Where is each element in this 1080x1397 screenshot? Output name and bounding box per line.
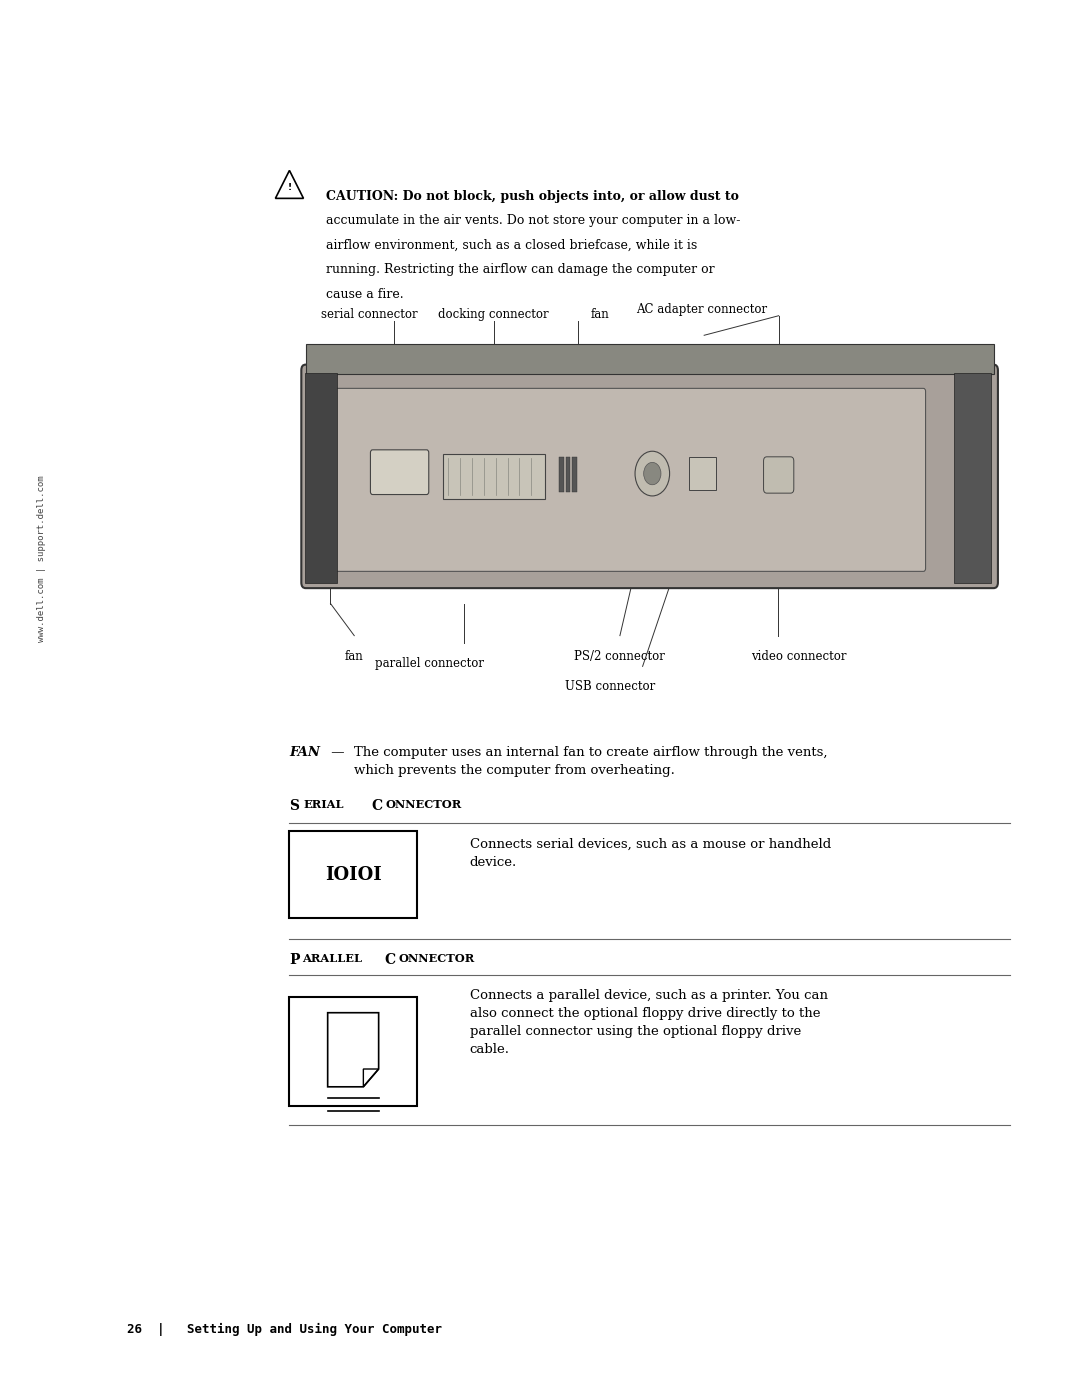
Text: airflow environment, such as a closed briefcase, while it is: airflow environment, such as a closed br… [326, 239, 698, 251]
Text: Connects a parallel device, such as a printer. You can
also connect the optional: Connects a parallel device, such as a pr… [470, 989, 827, 1056]
Bar [954, 373, 991, 583]
Bar [566, 457, 570, 492]
Circle shape [635, 451, 670, 496]
Bar [305, 373, 337, 583]
Text: AC adapter connector: AC adapter connector [636, 303, 767, 316]
Text: USB connector: USB connector [565, 680, 656, 693]
Bar [572, 457, 577, 492]
Text: C: C [384, 953, 395, 967]
Text: ONNECTOR: ONNECTOR [386, 799, 462, 810]
Circle shape [644, 462, 661, 485]
Bar [306, 344, 994, 374]
Text: !: ! [287, 183, 292, 191]
Text: fan: fan [591, 309, 610, 321]
Text: C: C [372, 799, 382, 813]
Bar [289, 831, 417, 918]
Bar [289, 997, 417, 1106]
FancyBboxPatch shape [764, 457, 794, 493]
Bar [559, 457, 564, 492]
Text: parallel connector: parallel connector [376, 657, 484, 669]
Text: ARALLEL: ARALLEL [302, 953, 363, 964]
Text: Connects serial devices, such as a mouse or handheld
device.: Connects serial devices, such as a mouse… [470, 838, 831, 869]
Bar [689, 457, 716, 490]
Text: docking connector: docking connector [438, 309, 549, 321]
Text: accumulate in the air vents. Do not store your computer in a low-: accumulate in the air vents. Do not stor… [326, 214, 741, 228]
Text: serial connector: serial connector [321, 309, 418, 321]
Text: cause a fire.: cause a fire. [326, 288, 404, 300]
Text: PS/2 connector: PS/2 connector [575, 650, 665, 662]
FancyBboxPatch shape [370, 450, 429, 495]
Text: ERIAL: ERIAL [303, 799, 343, 810]
Text: —: — [327, 746, 349, 759]
FancyBboxPatch shape [330, 388, 926, 571]
Text: The computer uses an internal fan to create airflow through the vents,
which pre: The computer uses an internal fan to cre… [354, 746, 827, 777]
Text: www.dell.com | support.dell.com: www.dell.com | support.dell.com [37, 475, 45, 643]
Text: CAUTION: Do not block, push objects into, or allow dust to: CAUTION: Do not block, push objects into… [326, 190, 739, 203]
Text: FAN: FAN [289, 746, 321, 759]
Text: 26  |   Setting Up and Using Your Computer: 26 | Setting Up and Using Your Computer [127, 1323, 443, 1336]
Text: running. Restricting the airflow can damage the computer or: running. Restricting the airflow can dam… [326, 263, 715, 277]
Text: P: P [289, 953, 300, 967]
Text: ONNECTOR: ONNECTOR [399, 953, 475, 964]
Text: S: S [289, 799, 299, 813]
Text: video connector: video connector [752, 650, 847, 662]
Text: fan: fan [345, 650, 364, 662]
Bar [443, 454, 545, 499]
Text: IOIOI: IOIOI [325, 866, 381, 883]
FancyBboxPatch shape [301, 365, 998, 588]
